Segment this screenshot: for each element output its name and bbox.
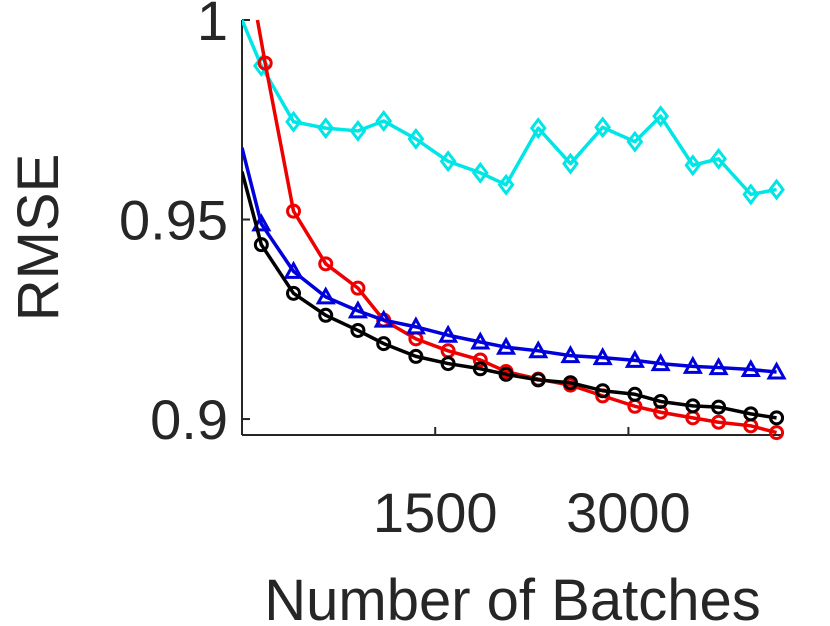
data-point (562, 375, 578, 391)
data-point (286, 203, 302, 219)
y-tick-label: 0.9 (150, 388, 228, 451)
data-point (769, 425, 785, 441)
x-axis-title: Number of Batches (264, 568, 760, 626)
data-point (496, 336, 517, 355)
data-point (375, 109, 393, 132)
data-point (592, 346, 613, 366)
series-layer (242, 19, 787, 441)
data-point (408, 348, 424, 364)
data-point (650, 352, 671, 372)
data-point (497, 173, 515, 196)
data-point (627, 386, 643, 402)
data-point (528, 340, 549, 359)
data-point (708, 356, 729, 376)
series-line (255, 19, 778, 435)
data-point (286, 285, 302, 301)
data-point (405, 316, 426, 335)
data-point (472, 361, 488, 377)
data-point (768, 178, 785, 201)
y-tick-label: 0.95 (119, 189, 228, 252)
data-point (472, 352, 488, 368)
data-point (766, 361, 787, 380)
series-3 (242, 171, 785, 426)
x-tick-label: 1500 (373, 481, 498, 544)
series-line (242, 19, 777, 197)
y-axis-title: RMSE (6, 154, 71, 322)
data-point (317, 117, 335, 140)
series-2 (242, 147, 787, 380)
axes (241, 20, 783, 436)
data-point (438, 324, 459, 343)
data-point (376, 336, 392, 352)
data-point (652, 105, 670, 128)
y-tick-label: 1 (197, 0, 228, 52)
data-point (560, 345, 581, 364)
data-point (251, 213, 272, 232)
data-point (347, 300, 368, 319)
data-point (471, 161, 489, 184)
ticks: 0.9 0.95 1 1500 3000 (119, 0, 691, 544)
data-point (349, 119, 367, 142)
data-point (253, 237, 269, 253)
data-point (740, 358, 761, 378)
data-point (318, 307, 334, 323)
data-point (626, 130, 644, 153)
data-point (682, 355, 703, 374)
data-point (439, 150, 457, 173)
data-point (529, 117, 547, 140)
data-point (315, 286, 336, 305)
data-point (440, 356, 456, 372)
data-point (350, 280, 366, 296)
data-point (685, 398, 701, 414)
series-0 (242, 19, 785, 206)
data-point (711, 399, 727, 415)
data-point (742, 183, 760, 206)
data-point (743, 406, 759, 422)
data-point (285, 110, 302, 133)
data-point (530, 372, 546, 388)
data-point (595, 383, 611, 399)
data-point (498, 366, 514, 382)
data-point (594, 116, 612, 139)
data-point (283, 260, 304, 279)
data-point (470, 331, 491, 350)
data-point (653, 393, 669, 409)
data-point (318, 256, 334, 272)
data-point (350, 322, 366, 338)
series-line (242, 147, 777, 374)
data-point (407, 127, 425, 150)
data-point (373, 309, 394, 328)
data-point (710, 147, 727, 170)
series-line (242, 171, 777, 420)
data-point (684, 154, 702, 177)
data-point (562, 152, 579, 175)
x-tick-label: 3000 (566, 481, 691, 544)
data-point (257, 55, 273, 71)
data-point (624, 349, 645, 368)
data-point (769, 410, 785, 426)
data-point (711, 414, 727, 430)
